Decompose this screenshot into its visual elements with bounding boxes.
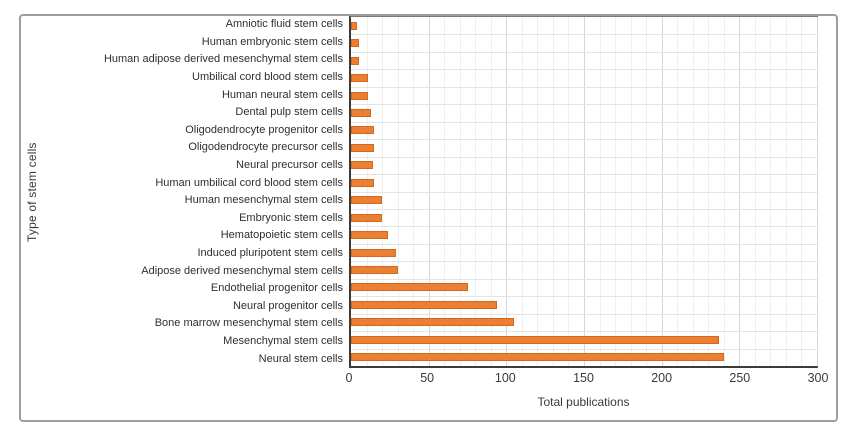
bar xyxy=(351,248,397,257)
bar xyxy=(351,161,373,170)
bar xyxy=(351,178,375,187)
category-label: Umbilical cord blood stem cells xyxy=(192,71,343,84)
x-tick-label: 0 xyxy=(345,371,353,385)
bar xyxy=(351,143,375,152)
row-gridline xyxy=(351,208,817,210)
x-tick-label: 100 xyxy=(494,371,516,385)
major-gridline xyxy=(817,17,818,366)
x-tick-label: 50 xyxy=(420,371,435,385)
category-label: Amniotic fluid stem cells xyxy=(225,18,343,31)
bar xyxy=(351,39,359,48)
bar xyxy=(351,335,720,344)
bar xyxy=(351,318,515,327)
category-label: Induced pluripotent stem cells xyxy=(197,247,343,260)
category-label: Neural progenitor cells xyxy=(232,299,343,312)
bar xyxy=(351,91,369,100)
bar xyxy=(351,108,372,117)
x-axis-title: Total publications xyxy=(537,395,630,409)
bar xyxy=(351,196,383,205)
category-label: Endothelial progenitor cells xyxy=(210,282,343,295)
bar xyxy=(351,213,383,222)
category-label: Oligodendrocyte precursor cells xyxy=(188,141,343,154)
category-label: Human embryonic stem cells xyxy=(201,35,343,48)
chart-frame: Type of stem cells Amniotic fluid stem c… xyxy=(19,14,838,422)
row-gridline xyxy=(351,139,817,141)
category-labels: Amniotic fluid stem cells Human embryonic… xyxy=(21,16,343,368)
row-gridline xyxy=(351,331,817,333)
category-label: Mesenchymal stem cells xyxy=(223,334,343,347)
bar xyxy=(351,126,375,135)
row-gridline xyxy=(351,121,817,123)
row-gridline xyxy=(351,86,817,88)
row-gridline xyxy=(351,174,817,176)
category-label: Human mesenchymal stem cells xyxy=(184,194,343,207)
bar xyxy=(351,21,358,30)
row-gridline xyxy=(351,156,817,158)
row-gridline xyxy=(351,243,817,245)
row-gridline xyxy=(351,348,817,350)
bar xyxy=(351,353,724,362)
category-label: Adipose derived mesenchymal stem cells xyxy=(141,264,343,277)
category-label: Human umbilical cord blood stem cells xyxy=(155,176,343,189)
category-label: Embryonic stem cells xyxy=(239,211,343,224)
bar xyxy=(351,283,468,292)
row-gridline xyxy=(351,191,817,193)
row-gridline xyxy=(351,296,817,298)
category-label: Human neural stem cells xyxy=(221,88,343,101)
bar xyxy=(351,300,497,309)
x-tick-label: 250 xyxy=(729,371,751,385)
category-label: Bone marrow mesenchymal stem cells xyxy=(154,317,343,330)
plot-area xyxy=(349,16,818,368)
x-tick-label: 150 xyxy=(573,371,594,385)
bar xyxy=(351,231,389,240)
category-label: Human adipose derived mesenchymal stem c… xyxy=(103,53,343,66)
x-tick-label: 200 xyxy=(651,371,673,385)
row-gridline xyxy=(351,51,817,53)
bar xyxy=(351,74,369,83)
row-gridline xyxy=(351,261,817,263)
row-gridline xyxy=(351,104,817,106)
category-label: Neural stem cells xyxy=(258,352,343,365)
row-gridline xyxy=(351,34,817,36)
x-axis-ticks: 0 50 100 150 200 250 300 xyxy=(345,371,829,388)
row-gridline xyxy=(351,278,817,280)
category-label: Neural precursor cells xyxy=(236,159,343,172)
row-gridline xyxy=(351,313,817,315)
category-label: Dental pulp stem cells xyxy=(235,106,343,119)
category-label: Hematopoietic stem cells xyxy=(220,229,343,242)
bar xyxy=(351,266,398,275)
category-label: Oligodendrocyte progenitor cells xyxy=(185,123,343,136)
x-tick-label: 300 xyxy=(807,371,829,385)
bar xyxy=(351,56,359,65)
row-gridline xyxy=(351,69,817,71)
row-gridline xyxy=(351,226,817,228)
